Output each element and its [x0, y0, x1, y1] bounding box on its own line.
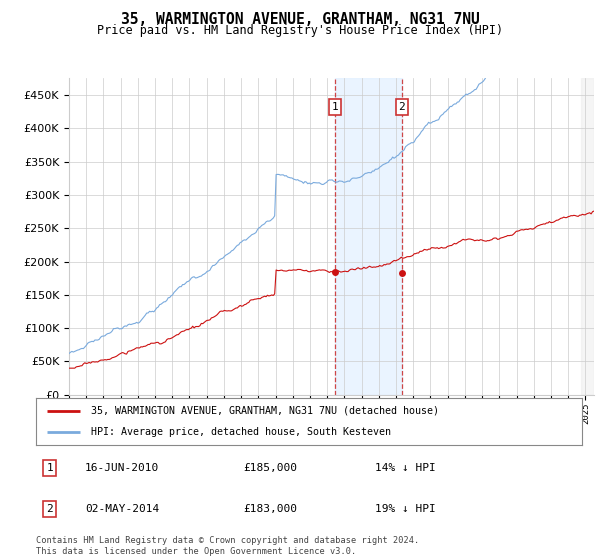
Text: £185,000: £185,000 — [244, 463, 298, 473]
Text: 16-JUN-2010: 16-JUN-2010 — [85, 463, 160, 473]
Text: Price paid vs. HM Land Registry's House Price Index (HPI): Price paid vs. HM Land Registry's House … — [97, 24, 503, 38]
Text: 14% ↓ HPI: 14% ↓ HPI — [374, 463, 435, 473]
Text: 2: 2 — [46, 504, 53, 514]
Text: Contains HM Land Registry data © Crown copyright and database right 2024.
This d: Contains HM Land Registry data © Crown c… — [36, 536, 419, 556]
Bar — [581, 78, 594, 395]
Text: 35, WARMINGTON AVENUE, GRANTHAM, NG31 7NU: 35, WARMINGTON AVENUE, GRANTHAM, NG31 7N… — [121, 12, 479, 27]
Text: 35, WARMINGTON AVENUE, GRANTHAM, NG31 7NU (detached house): 35, WARMINGTON AVENUE, GRANTHAM, NG31 7N… — [91, 406, 439, 416]
Bar — [335, 78, 402, 395]
Text: HPI: Average price, detached house, South Kesteven: HPI: Average price, detached house, Sout… — [91, 427, 391, 437]
Text: 1: 1 — [46, 463, 53, 473]
Bar — [581, 78, 594, 395]
Text: 1: 1 — [332, 102, 338, 112]
Text: 2: 2 — [398, 102, 405, 112]
Text: 19% ↓ HPI: 19% ↓ HPI — [374, 504, 435, 514]
Text: £183,000: £183,000 — [244, 504, 298, 514]
Text: 02-MAY-2014: 02-MAY-2014 — [85, 504, 160, 514]
